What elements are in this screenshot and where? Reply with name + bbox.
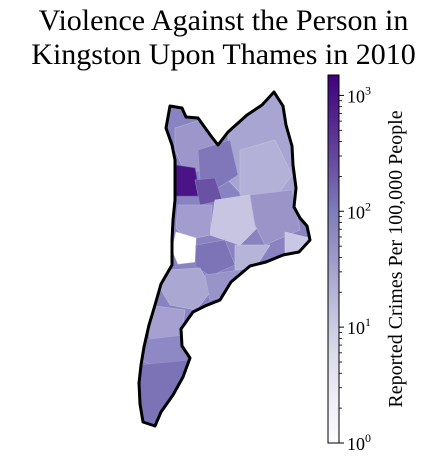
ward-area — [197, 139, 239, 191]
colorbar-tick-label: 102 — [347, 199, 371, 222]
colorbar-tick-labels: 100 101 102 103 — [347, 83, 371, 454]
colorbar-tick-label: 103 — [347, 83, 371, 106]
ward-area — [249, 189, 301, 246]
colorbar-gradient — [327, 74, 340, 444]
borough-boundary — [137, 90, 312, 428]
colorbar-label: Reported Crimes Per 100,000 People — [385, 110, 407, 407]
chart-title-line-1: Violence Against the Person in — [38, 4, 409, 37]
colorbar-tick-label: 101 — [347, 315, 371, 338]
ward-area — [175, 204, 213, 241]
colorbar-ticks — [339, 94, 344, 444]
chart-title-line-2: Kingston Upon Thames in 2010 — [31, 38, 416, 71]
colorbar: 100 101 102 103 Reported Crimes Per 100,000… — [327, 74, 407, 454]
ward-area — [194, 239, 236, 277]
ward-area — [239, 139, 293, 206]
ward-area — [209, 194, 261, 246]
colorbar-tick-label: 100 — [347, 431, 371, 454]
